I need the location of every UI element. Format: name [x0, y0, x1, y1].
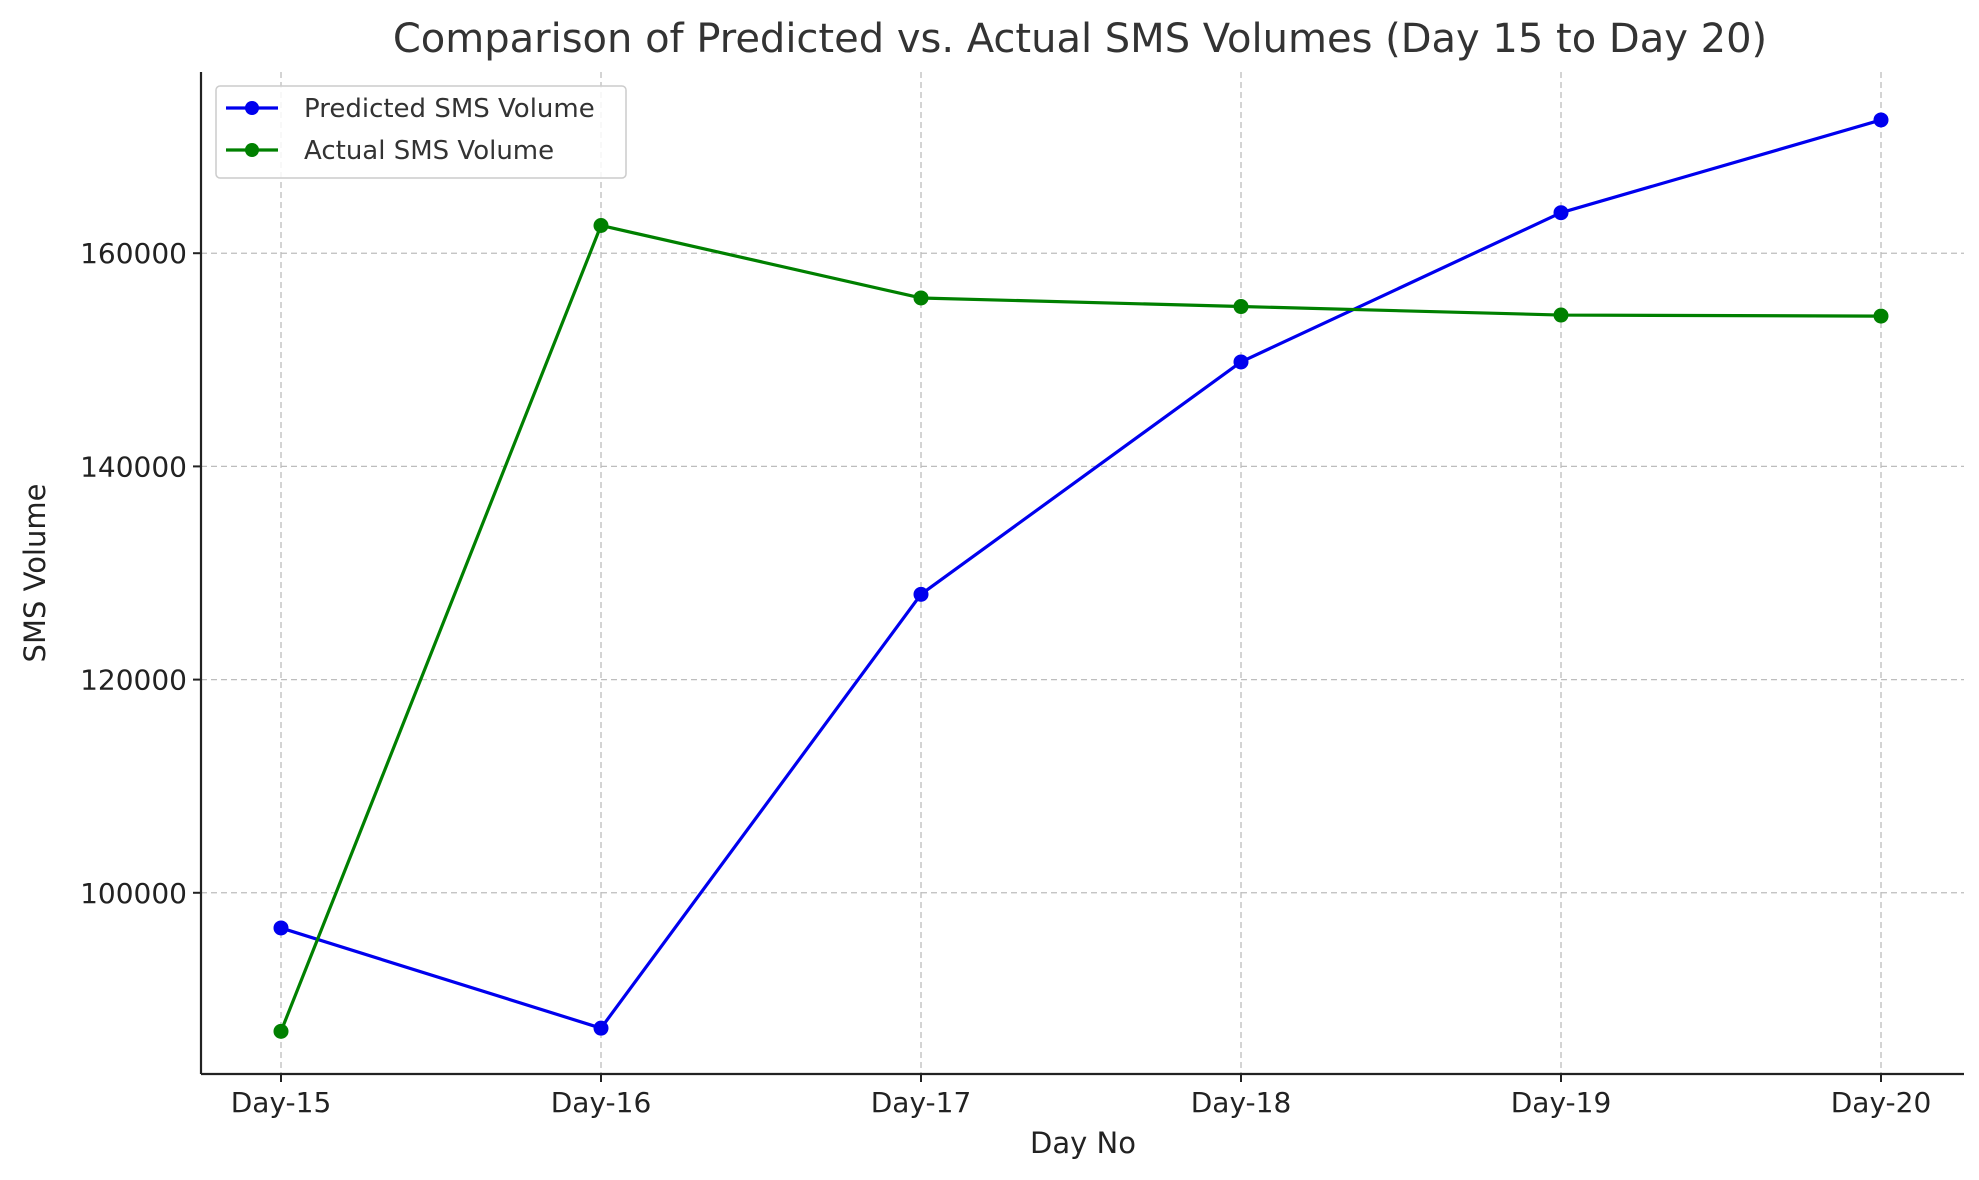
legend-box — [215, 85, 627, 179]
grid-layer — [201, 72, 1964, 1074]
x-tick-label: Day-15 — [231, 1086, 332, 1119]
legend-swatch-marker — [245, 143, 259, 157]
legend-label: Predicted SMS Volume — [304, 94, 595, 124]
series-line-actual — [279, 223, 1882, 1032]
data-point-actual — [1233, 299, 1249, 315]
y-tick-label: 100000 — [80, 877, 187, 910]
data-point-actual — [913, 290, 929, 306]
x-tick-label: Day-18 — [1191, 1086, 1292, 1119]
legend-swatch-marker — [245, 101, 259, 115]
x-tick-label: Day-19 — [1511, 1086, 1612, 1119]
axes-layer — [199, 72, 1964, 1076]
y-axis-label: SMS Volume — [18, 484, 52, 663]
ticks-layer: Day-15 Day-16 Day-17 Day-18 Day-19 Day-20 1000… — [80, 237, 1931, 1119]
data-point-predicted — [913, 586, 929, 602]
series-layer — [273, 112, 1889, 1039]
x-axis-label: Day No — [1030, 1126, 1136, 1160]
x-tick-label: Day-20 — [1831, 1086, 1932, 1119]
legend: Predicted SMS Volume Actual SMS Volume — [215, 85, 627, 179]
data-point-predicted — [1873, 112, 1889, 128]
data-point-predicted — [593, 1020, 609, 1036]
series-line-predicted — [280, 118, 1882, 1030]
x-tick-label: Day-16 — [551, 1086, 652, 1119]
chart-title: Comparison of Predicted vs. Actual SMS V… — [393, 16, 1767, 62]
data-point-actual — [1553, 307, 1569, 323]
x-tick-label: Day-17 — [871, 1086, 972, 1119]
data-point-predicted — [273, 920, 289, 936]
data-point-actual — [1873, 308, 1889, 324]
legend-label: Actual SMS Volume — [304, 136, 554, 166]
data-point-predicted — [1553, 205, 1569, 221]
data-point-actual — [593, 217, 609, 233]
y-tick-label: 140000 — [80, 450, 187, 483]
y-tick-label: 120000 — [80, 664, 187, 697]
y-tick-label: 160000 — [80, 237, 187, 270]
data-point-predicted — [1233, 354, 1249, 370]
data-point-actual — [273, 1023, 289, 1039]
